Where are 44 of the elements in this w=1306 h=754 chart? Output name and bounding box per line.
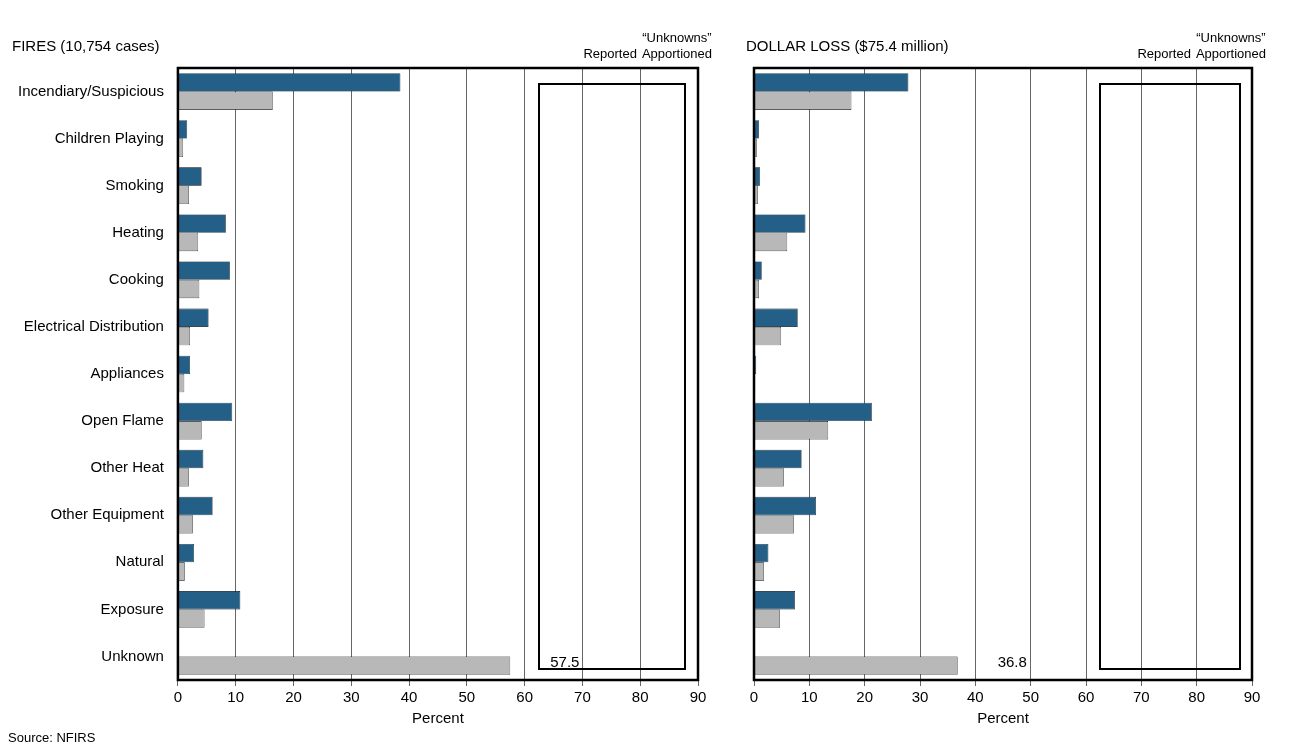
y-tick-label: Heating [112, 222, 164, 240]
x-tick-label: 30 [911, 688, 929, 706]
x-tick-label: 70 [574, 688, 591, 706]
x-tick-label: 50 [458, 688, 476, 706]
x-tick-label: 60 [1077, 688, 1095, 706]
chart-title: FIRES (10,754 cases) [12, 37, 160, 55]
text: “Unknowns” Apportioned [641, 30, 713, 61]
x-tick-label: 50 [1022, 688, 1040, 706]
text: Reported [1137, 46, 1191, 61]
y-tick-label: Smoking [105, 175, 164, 193]
y-tick-label: Exposure [100, 599, 164, 617]
x-tick-label: 0 [173, 688, 183, 706]
x-tick-label: 30 [342, 688, 360, 706]
y-tick-label: Electrical Distribution [23, 317, 164, 335]
y-tick-label: Natural [115, 552, 164, 570]
y-tick-label: Children Playing [54, 128, 164, 146]
text: “Unknowns” Apportioned [1195, 30, 1267, 61]
chart-title: DOLLAR LOSS ($75.4 million) [746, 37, 949, 55]
y-tick-label: Other Heat [90, 458, 165, 476]
x-axis-title: Percent [977, 709, 1030, 727]
y-tick-label: Appliances [90, 364, 164, 382]
source-note: Source: NFIRS [8, 730, 97, 745]
x-tick-label: 70 [1132, 688, 1150, 706]
x-tick-label: 90 [1243, 688, 1261, 706]
x-tick-label: 80 [631, 688, 649, 706]
x-axis-title: Percent [412, 709, 465, 727]
x-tick-label: 20 [285, 688, 302, 706]
y-tick-label: Cooking [108, 269, 164, 287]
x-tick-label: 10 [227, 688, 245, 706]
x-tick-label: 60 [516, 688, 533, 706]
data-label: 36.8 [997, 652, 1027, 670]
text: Reported [583, 46, 637, 61]
y-tick-label: Other Equipment [50, 505, 165, 523]
y-tick-label: Open Flame [81, 411, 164, 429]
x-tick-label: 90 [689, 688, 707, 706]
data-label: 57.5 [550, 652, 580, 670]
x-tick-label: 40 [400, 688, 418, 706]
y-tick-label: Unknown [101, 646, 164, 664]
x-tick-label: 0 [749, 688, 759, 706]
x-tick-label: 10 [800, 688, 818, 706]
x-tick-label: 80 [1188, 688, 1206, 706]
y-tick-label: Incendiary/Suspicious [17, 81, 164, 99]
x-tick-label: 20 [856, 688, 874, 706]
x-tick-label: 40 [966, 688, 984, 706]
